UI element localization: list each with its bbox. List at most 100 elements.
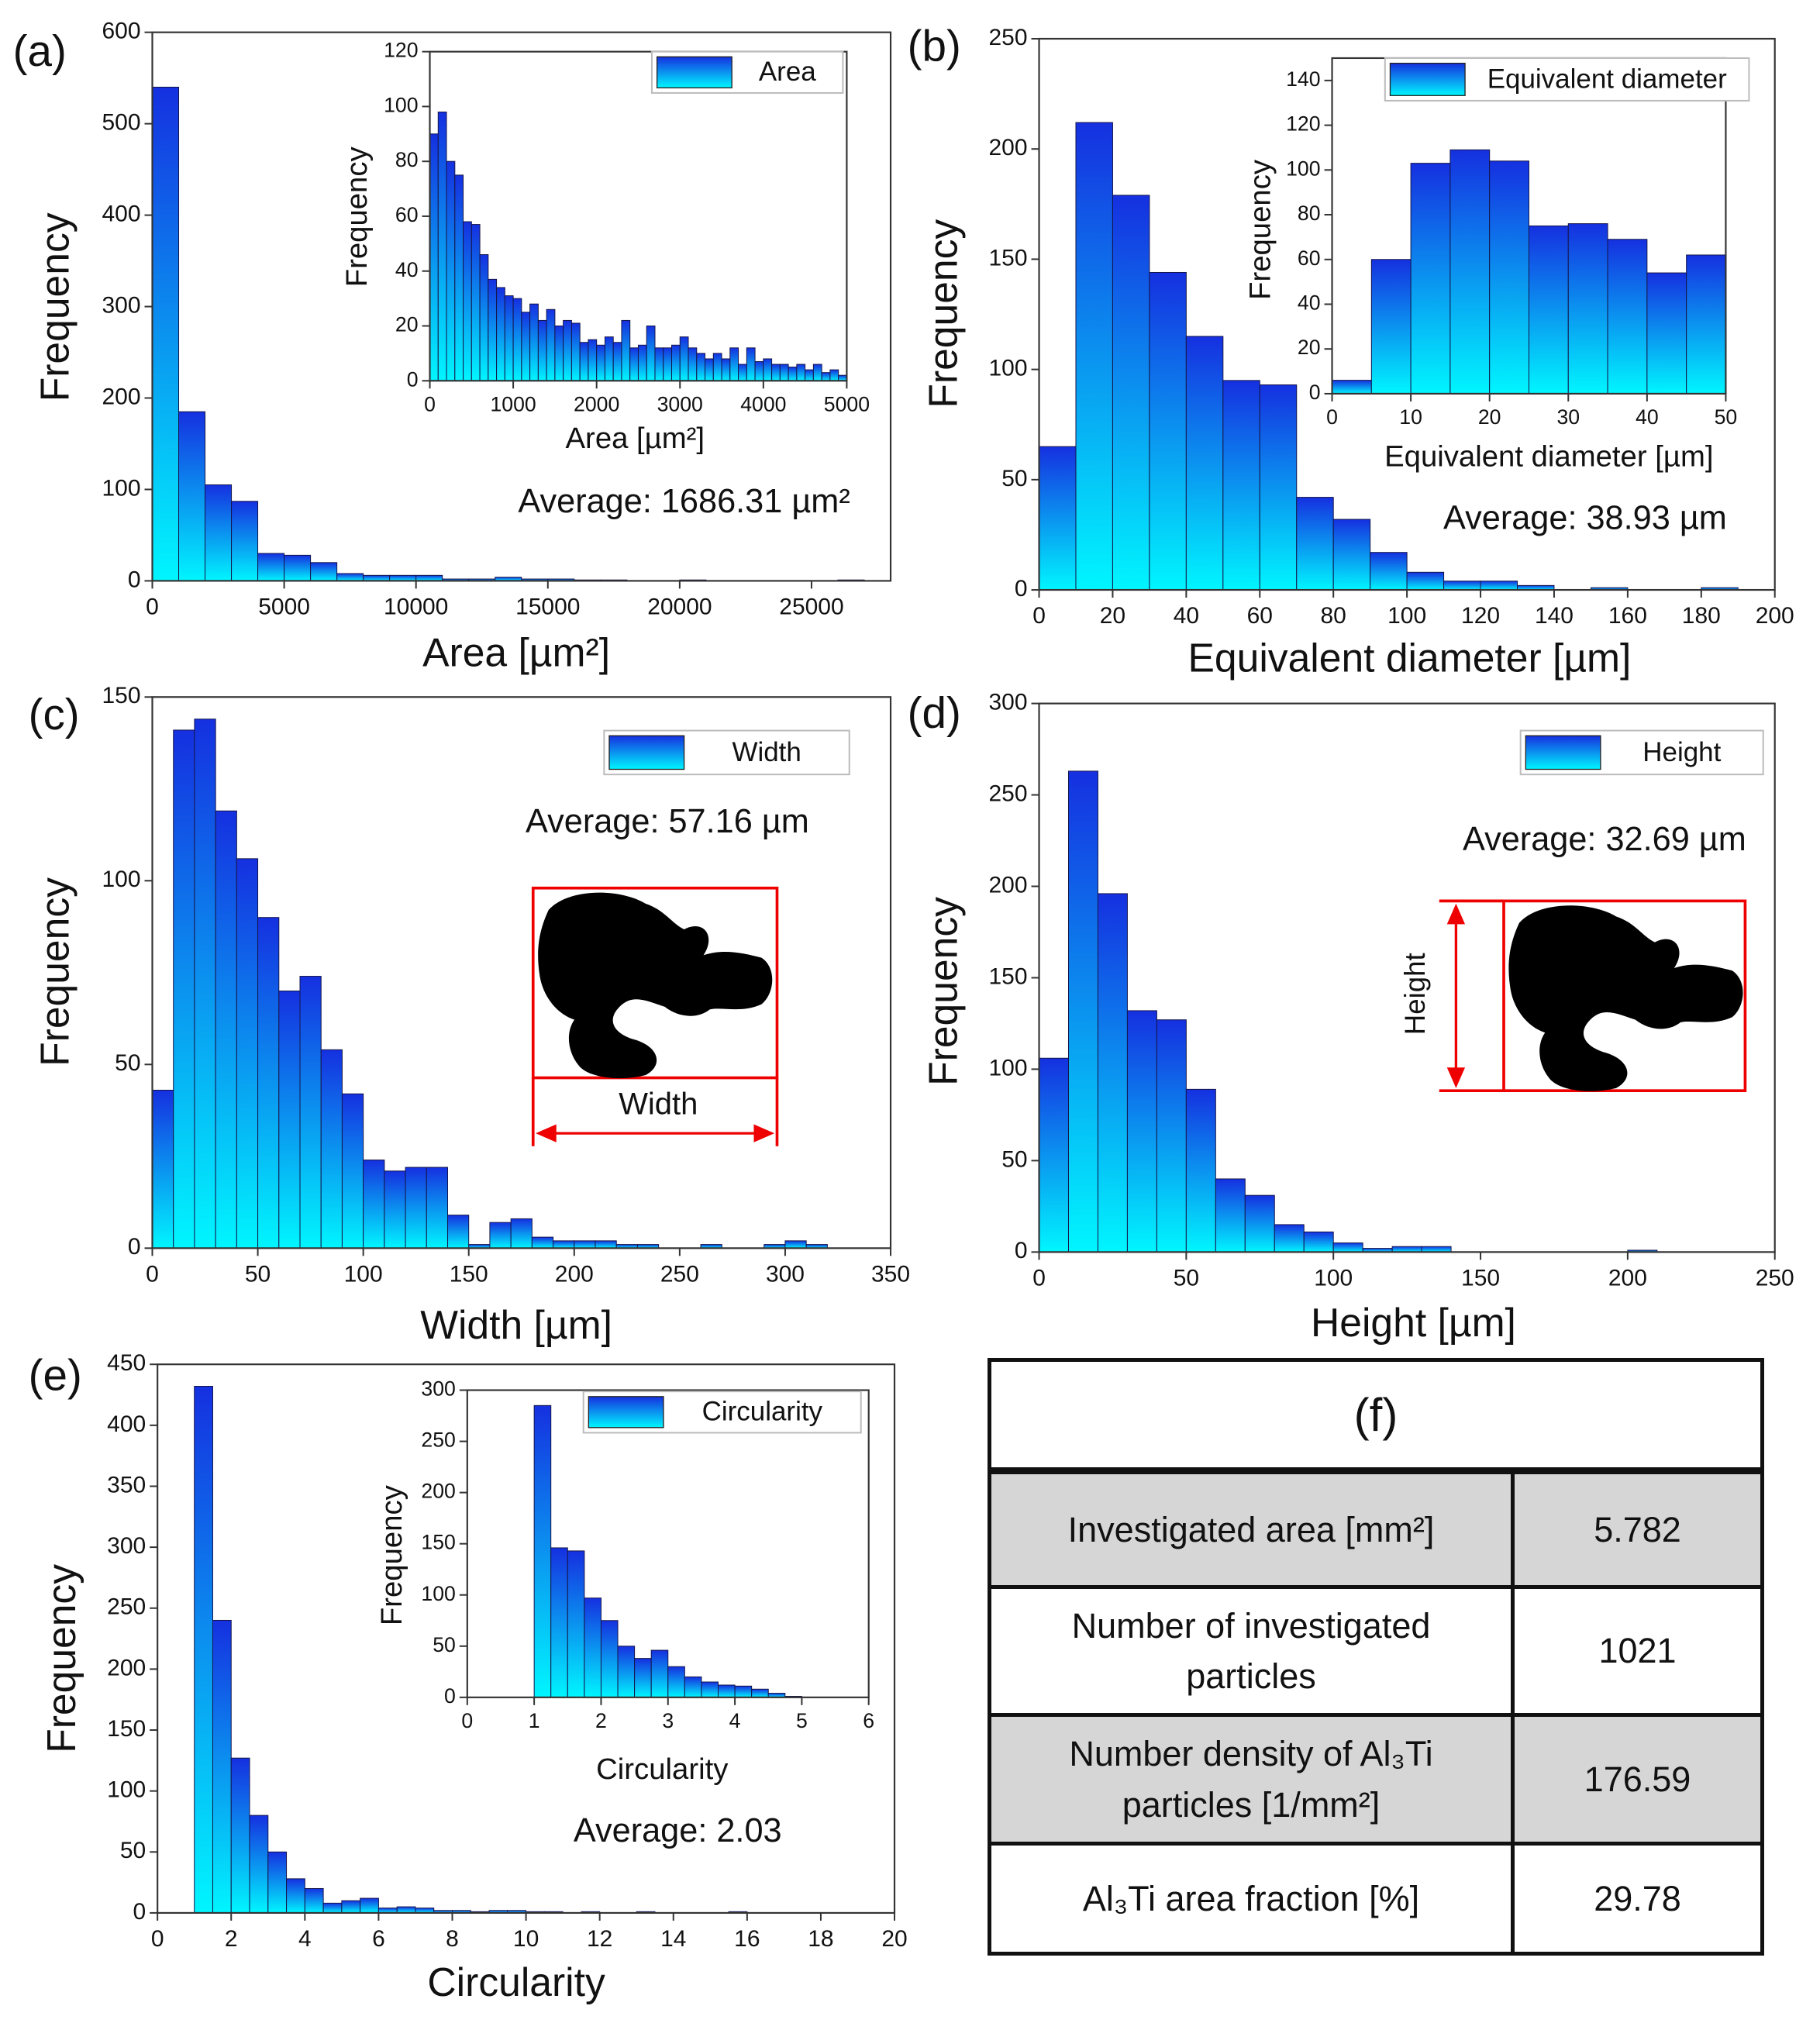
bar bbox=[646, 326, 656, 381]
bar bbox=[612, 342, 622, 381]
y-tick-label: 50 bbox=[433, 1633, 456, 1656]
bar bbox=[286, 1878, 305, 1914]
annotation: Average: 2.03 bbox=[574, 1812, 782, 1849]
bar bbox=[446, 160, 456, 381]
x-tick-label: 4 bbox=[729, 1709, 741, 1732]
bar bbox=[257, 917, 280, 1249]
y-tick-label: 250 bbox=[107, 1594, 146, 1620]
y-axis-label: Frequency bbox=[33, 877, 78, 1067]
y-tick-label: 300 bbox=[107, 1533, 146, 1559]
bar bbox=[563, 319, 572, 381]
y-tick-label: 100 bbox=[102, 475, 140, 501]
bar bbox=[533, 1404, 552, 1698]
bar bbox=[654, 347, 664, 381]
legend-swatch bbox=[588, 1396, 664, 1429]
x-axis-label: Width [µm] bbox=[420, 1302, 612, 1347]
panel-label: (e) bbox=[29, 1350, 82, 1399]
panel-label: (d) bbox=[908, 688, 961, 737]
bar bbox=[173, 729, 195, 1249]
y-tick-label: 250 bbox=[421, 1429, 455, 1452]
bar bbox=[617, 1646, 636, 1698]
bar bbox=[510, 1218, 533, 1249]
row-label: Number of investigated particles bbox=[988, 1585, 1515, 1717]
y-axis-label: Frequency bbox=[920, 897, 965, 1086]
particle bbox=[538, 892, 773, 1079]
annotation: Average: 32.69 µm bbox=[1463, 821, 1746, 858]
bar bbox=[670, 344, 681, 381]
y-tick-label: 150 bbox=[421, 1531, 455, 1554]
y-tick-label: 120 bbox=[1286, 112, 1320, 136]
x-tick-label: 0 bbox=[151, 1926, 164, 1952]
bar bbox=[1075, 122, 1113, 591]
panel-label: (a) bbox=[13, 26, 67, 75]
legend-label: Circularity bbox=[702, 1397, 823, 1427]
x-axis-label: Area [µm²] bbox=[566, 422, 705, 455]
y-tick-label: 300 bbox=[989, 690, 1028, 715]
x-tick-label: 5 bbox=[796, 1709, 808, 1732]
y-tick-label: 400 bbox=[102, 201, 140, 226]
x-tick-label: 4000 bbox=[740, 392, 786, 415]
y-tick-label: 200 bbox=[989, 135, 1028, 160]
y-tick-label: 100 bbox=[421, 1582, 455, 1605]
bounding-box bbox=[1502, 899, 1747, 1092]
bar bbox=[1489, 160, 1529, 395]
bar bbox=[574, 1240, 596, 1249]
bar bbox=[1449, 149, 1491, 395]
y-tick-label: 0 bbox=[1015, 1238, 1028, 1263]
y-axis-label: Frequency bbox=[1244, 159, 1277, 300]
bar bbox=[396, 1906, 416, 1914]
y-tick-label: 0 bbox=[407, 367, 419, 391]
bar bbox=[426, 1167, 449, 1249]
bar bbox=[236, 858, 259, 1249]
x-tick-label: 150 bbox=[450, 1261, 488, 1287]
y-tick-label: 0 bbox=[444, 1684, 456, 1708]
bar bbox=[1646, 272, 1687, 395]
bar bbox=[567, 1550, 585, 1698]
x-tick-label: 180 bbox=[1682, 603, 1721, 629]
bar bbox=[584, 1597, 601, 1698]
legend-label: Width bbox=[732, 737, 801, 767]
bar bbox=[231, 501, 259, 581]
bar bbox=[684, 1676, 702, 1698]
x-tick-label: 18 bbox=[808, 1926, 833, 1952]
x-tick-label: 150 bbox=[1461, 1265, 1500, 1291]
bar bbox=[579, 342, 589, 381]
particle bbox=[1508, 905, 1743, 1091]
bar bbox=[341, 1900, 361, 1914]
y-tick-label: 100 bbox=[107, 1777, 146, 1803]
annotation: Average: 57.16 µm bbox=[526, 803, 809, 840]
y-tick-label: 100 bbox=[989, 1055, 1028, 1080]
bar bbox=[471, 224, 481, 381]
bar bbox=[429, 133, 439, 381]
y-tick-label: 350 bbox=[107, 1472, 146, 1498]
x-tick-label: 4 bbox=[298, 1926, 312, 1952]
bar bbox=[1112, 195, 1150, 591]
bar bbox=[320, 1049, 343, 1249]
bar bbox=[1149, 271, 1187, 591]
y-tick-label: 120 bbox=[384, 39, 418, 62]
panel-label: (b) bbox=[908, 21, 961, 70]
bar bbox=[454, 174, 464, 381]
x-tick-label: 100 bbox=[344, 1261, 383, 1287]
y-tick-label: 100 bbox=[989, 356, 1028, 381]
bar bbox=[1296, 497, 1334, 591]
bar bbox=[805, 369, 814, 381]
bar bbox=[688, 347, 698, 381]
bar bbox=[679, 336, 689, 381]
y-tick-label: 300 bbox=[421, 1377, 455, 1401]
bar bbox=[249, 1815, 269, 1914]
x-tick-label: 30 bbox=[1556, 405, 1580, 429]
x-tick-label: 60 bbox=[1247, 603, 1273, 629]
y-axis-label: Frequency bbox=[340, 146, 374, 287]
y-tick-label: 150 bbox=[989, 963, 1028, 989]
bar bbox=[447, 1215, 470, 1249]
x-tick-label: 10000 bbox=[384, 594, 448, 619]
y-tick-label: 80 bbox=[1298, 202, 1321, 225]
table-title: (f) bbox=[988, 1358, 1764, 1474]
bar bbox=[310, 562, 338, 581]
y-tick-label: 0 bbox=[1309, 381, 1321, 404]
panel-label: (c) bbox=[29, 690, 80, 739]
row-value: 5.782 bbox=[1511, 1469, 1764, 1589]
x-tick-label: 300 bbox=[766, 1261, 805, 1287]
bar bbox=[1126, 1010, 1157, 1253]
